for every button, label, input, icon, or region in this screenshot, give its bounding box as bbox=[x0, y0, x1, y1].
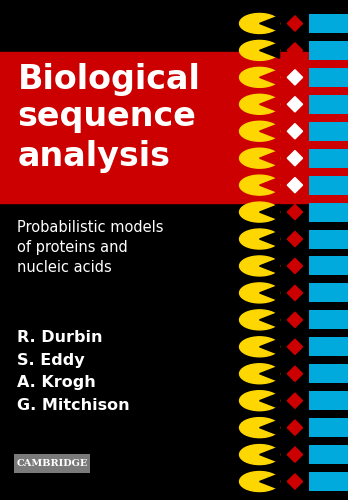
Polygon shape bbox=[287, 366, 302, 382]
Polygon shape bbox=[287, 393, 302, 408]
Text: analysis: analysis bbox=[17, 140, 171, 173]
Text: G. Mitchison: G. Mitchison bbox=[17, 398, 130, 412]
Bar bbox=[309, 338, 348, 356]
Ellipse shape bbox=[239, 68, 279, 87]
Polygon shape bbox=[287, 43, 302, 58]
Polygon shape bbox=[287, 70, 302, 85]
Ellipse shape bbox=[239, 175, 279, 195]
Polygon shape bbox=[287, 474, 302, 489]
Ellipse shape bbox=[239, 472, 279, 492]
Text: of proteins and: of proteins and bbox=[17, 240, 128, 255]
Polygon shape bbox=[260, 312, 279, 328]
Text: Probabilistic models: Probabilistic models bbox=[17, 220, 164, 235]
Ellipse shape bbox=[239, 337, 279, 357]
Polygon shape bbox=[287, 447, 302, 462]
Polygon shape bbox=[287, 258, 302, 274]
Polygon shape bbox=[287, 150, 302, 166]
Polygon shape bbox=[260, 339, 279, 354]
Polygon shape bbox=[287, 420, 302, 436]
Ellipse shape bbox=[239, 444, 279, 464]
Bar bbox=[309, 122, 348, 141]
Polygon shape bbox=[287, 339, 302, 354]
Polygon shape bbox=[260, 124, 279, 139]
Polygon shape bbox=[260, 366, 279, 382]
Ellipse shape bbox=[239, 283, 279, 303]
Text: CAMBRIDGE: CAMBRIDGE bbox=[16, 458, 88, 468]
Polygon shape bbox=[260, 204, 279, 220]
Bar bbox=[309, 391, 348, 410]
Text: A. Krogh: A. Krogh bbox=[17, 375, 96, 390]
Polygon shape bbox=[260, 285, 279, 300]
Polygon shape bbox=[260, 420, 279, 436]
Ellipse shape bbox=[239, 94, 279, 114]
Bar bbox=[0, 52, 348, 203]
Ellipse shape bbox=[239, 229, 279, 249]
Polygon shape bbox=[287, 204, 302, 220]
Ellipse shape bbox=[239, 121, 279, 141]
Polygon shape bbox=[260, 258, 279, 274]
Polygon shape bbox=[287, 124, 302, 139]
Bar bbox=[309, 95, 348, 114]
Polygon shape bbox=[260, 42, 279, 58]
Polygon shape bbox=[260, 70, 279, 85]
Polygon shape bbox=[287, 16, 302, 31]
Text: nucleic acids: nucleic acids bbox=[17, 260, 112, 275]
Bar bbox=[309, 472, 348, 491]
Ellipse shape bbox=[239, 418, 279, 438]
Bar bbox=[14, 454, 90, 472]
Polygon shape bbox=[287, 232, 302, 246]
Polygon shape bbox=[260, 393, 279, 408]
Text: S. Eddy: S. Eddy bbox=[17, 352, 85, 368]
Polygon shape bbox=[260, 16, 279, 32]
Bar bbox=[309, 68, 348, 87]
Ellipse shape bbox=[239, 364, 279, 384]
Ellipse shape bbox=[239, 202, 279, 222]
Ellipse shape bbox=[239, 256, 279, 276]
Bar bbox=[309, 364, 348, 383]
Bar bbox=[309, 14, 348, 33]
Ellipse shape bbox=[239, 148, 279, 168]
Bar bbox=[309, 230, 348, 248]
Bar bbox=[309, 41, 348, 60]
Text: R. Durbin: R. Durbin bbox=[17, 330, 103, 345]
Polygon shape bbox=[260, 447, 279, 462]
Polygon shape bbox=[260, 474, 279, 490]
Polygon shape bbox=[260, 178, 279, 193]
Polygon shape bbox=[260, 231, 279, 247]
Bar bbox=[309, 176, 348, 195]
Bar bbox=[309, 256, 348, 276]
Polygon shape bbox=[260, 96, 279, 112]
Text: sequence: sequence bbox=[17, 100, 196, 133]
Ellipse shape bbox=[239, 40, 279, 60]
Bar bbox=[309, 418, 348, 437]
Ellipse shape bbox=[239, 390, 279, 410]
Bar bbox=[309, 284, 348, 302]
Polygon shape bbox=[287, 178, 302, 193]
Bar bbox=[309, 445, 348, 464]
Polygon shape bbox=[260, 150, 279, 166]
Bar bbox=[309, 202, 348, 222]
Polygon shape bbox=[287, 312, 302, 328]
Bar bbox=[309, 148, 348, 168]
Bar bbox=[309, 310, 348, 330]
Polygon shape bbox=[287, 96, 302, 112]
Polygon shape bbox=[287, 286, 302, 300]
Ellipse shape bbox=[239, 310, 279, 330]
Ellipse shape bbox=[239, 14, 279, 34]
Text: Biological: Biological bbox=[17, 62, 200, 96]
